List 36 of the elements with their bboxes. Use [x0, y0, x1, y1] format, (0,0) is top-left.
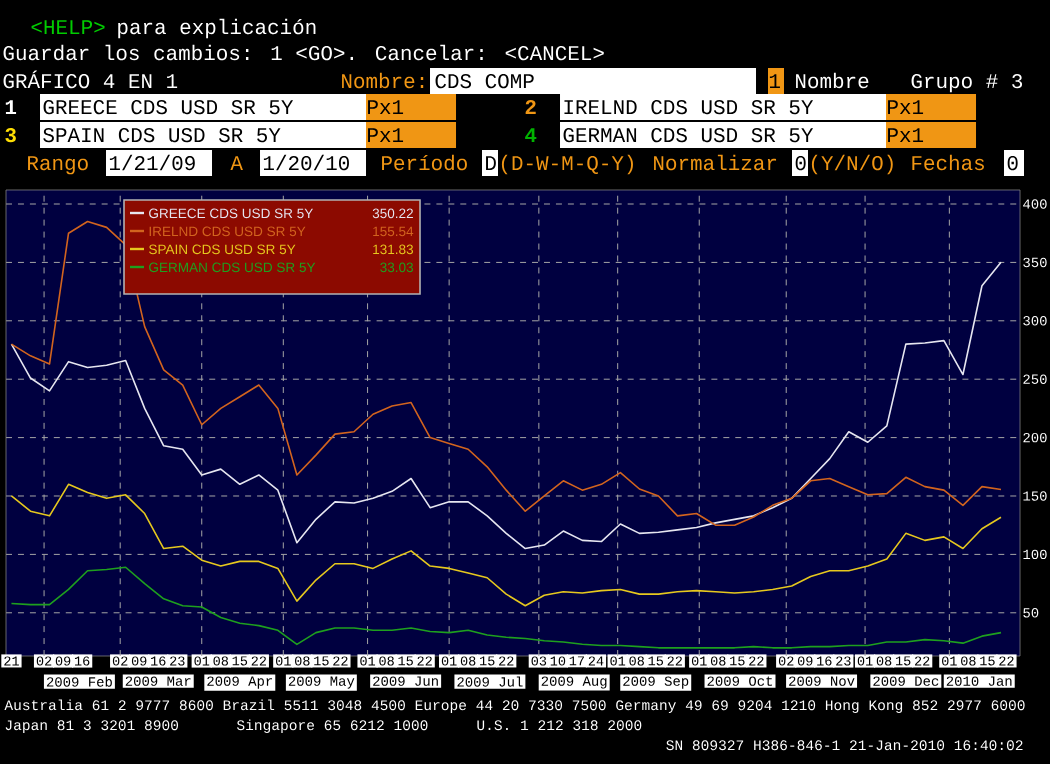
- text: 1: [769, 74, 780, 88]
- text: Px1: [368, 100, 404, 114]
- text: Período: [382, 154, 467, 171]
- text: Guardar los cambios: 1 <GO>. Cancelar: <CANCEL>: [3, 44, 604, 61]
- line-series: [10, 261, 1002, 550]
- text: Nombre:: [342, 72, 424, 89]
- text: IRELND CDS USD SR 5Y: [564, 100, 814, 115]
- text: 1/20/10: [263, 154, 349, 171]
- text: Grupo # 3: [911, 74, 1023, 93]
- text: GREECE CDS USD SR 5Y: [43, 100, 294, 115]
- text: D: [486, 156, 496, 170]
- line-series: [10, 220, 1002, 526]
- text: Rango: [28, 156, 88, 175]
- text: 1: [5, 100, 17, 114]
- text: Nombre: [796, 72, 869, 89]
- text: A: [230, 156, 243, 170]
- text: Px1: [888, 128, 924, 142]
- text: 0: [795, 156, 806, 171]
- text: 0: [1007, 156, 1018, 171]
- text: Normalizar: [654, 154, 777, 171]
- text: para explicación: [118, 18, 316, 39]
- text: CDS COMP: [435, 74, 534, 89]
- text: Px1: [888, 100, 924, 114]
- text: SPAIN CDS USD SR 5Y: [43, 128, 281, 143]
- text: (Y/N/O): [811, 154, 893, 175]
- chart-title: GRÁFICO 4 EN 1: [3, 70, 178, 89]
- text: 1/21/09: [109, 154, 195, 171]
- text: 4: [525, 128, 537, 142]
- text: <HELP>: [31, 20, 105, 34]
- text: Fechas: [912, 154, 984, 171]
- text: 3: [5, 128, 16, 143]
- line-series: [10, 483, 1002, 607]
- text: GERMAN CDS USD SR 5Y: [563, 128, 814, 143]
- text: Px1: [368, 128, 404, 142]
- text: (D-W-M-Q-Y): [501, 154, 633, 175]
- text: 2: [525, 100, 536, 114]
